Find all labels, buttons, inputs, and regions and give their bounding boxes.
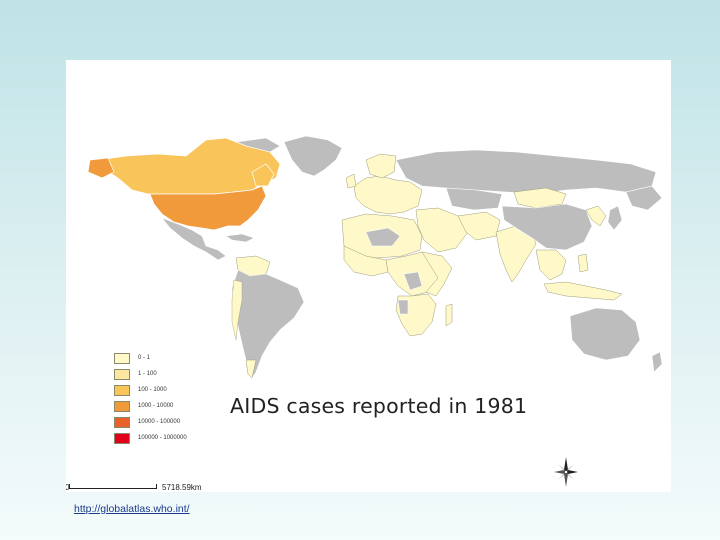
legend-label: 100000 - 1000000 xyxy=(138,435,187,441)
south-america xyxy=(231,269,305,379)
mexico xyxy=(161,217,227,261)
legend-label: 1 - 100 xyxy=(138,371,157,377)
angola-gray xyxy=(397,299,409,315)
southeast-asia xyxy=(535,249,567,281)
scale-start-label: 0 xyxy=(66,483,70,492)
scale-bar: 0 5718.59km xyxy=(66,478,226,492)
russia xyxy=(395,149,657,195)
europe xyxy=(353,175,423,215)
legend-item: 0 - 1 xyxy=(114,350,187,366)
legend-swatch xyxy=(114,400,130,412)
map-title: AIDS cases reported in 1981 xyxy=(230,394,528,418)
legend-label: 1000 - 10000 xyxy=(138,403,174,409)
andes-strip xyxy=(231,279,243,341)
legend-label: 0 - 1 xyxy=(138,355,151,361)
caribbean xyxy=(225,233,255,243)
canada-east xyxy=(251,163,275,187)
australia xyxy=(569,307,641,361)
philippines xyxy=(577,253,589,273)
scandinavia xyxy=(365,153,397,179)
map-canvas xyxy=(87,135,663,379)
usa xyxy=(149,185,267,231)
east-siberia xyxy=(625,185,663,211)
korea-japan xyxy=(585,205,607,227)
compass-rose-icon xyxy=(554,457,578,487)
source-link[interactable]: http://globalatlas.who.int/ xyxy=(74,503,190,515)
uk xyxy=(345,173,357,189)
scale-tick xyxy=(69,484,70,489)
legend-item: 10000 - 100000 xyxy=(114,414,187,430)
legend-swatch xyxy=(114,416,130,428)
scale-end-label: 5718.59km xyxy=(162,483,202,492)
alaska xyxy=(87,157,115,179)
west-africa xyxy=(343,245,389,277)
iran-afghan xyxy=(457,211,501,241)
legend-swatch xyxy=(114,384,130,396)
chile-argentina-south xyxy=(245,359,257,379)
east-africa xyxy=(421,251,453,297)
madagascar xyxy=(445,303,453,327)
legend-swatch xyxy=(114,352,130,364)
sahara-gray xyxy=(365,227,401,247)
new-zealand xyxy=(651,351,663,373)
legend-item: 1000 - 10000 xyxy=(114,398,187,414)
legend-item: 100 - 1000 xyxy=(114,382,187,398)
scale-tick xyxy=(156,484,157,489)
map-legend: 0 - 1 1 - 100 100 - 1000 1000 - 10000 10… xyxy=(114,350,187,446)
scale-line xyxy=(69,488,157,489)
legend-swatch xyxy=(114,432,130,444)
greenland xyxy=(283,135,343,177)
mongolia xyxy=(513,187,567,209)
china xyxy=(501,203,593,251)
legend-swatch xyxy=(114,368,130,380)
legend-item: 1 - 100 xyxy=(114,366,187,382)
indonesia xyxy=(543,281,623,301)
japan xyxy=(607,205,623,231)
congo-gray xyxy=(403,271,423,291)
legend-item: 100000 - 1000000 xyxy=(114,430,187,446)
kazakhstan xyxy=(445,187,503,211)
world-map: 0 - 1 1 - 100 100 - 1000 1000 - 10000 10… xyxy=(66,60,671,492)
middle-east xyxy=(415,207,469,253)
legend-label: 100 - 1000 xyxy=(138,387,167,393)
legend-label: 10000 - 100000 xyxy=(138,419,181,425)
